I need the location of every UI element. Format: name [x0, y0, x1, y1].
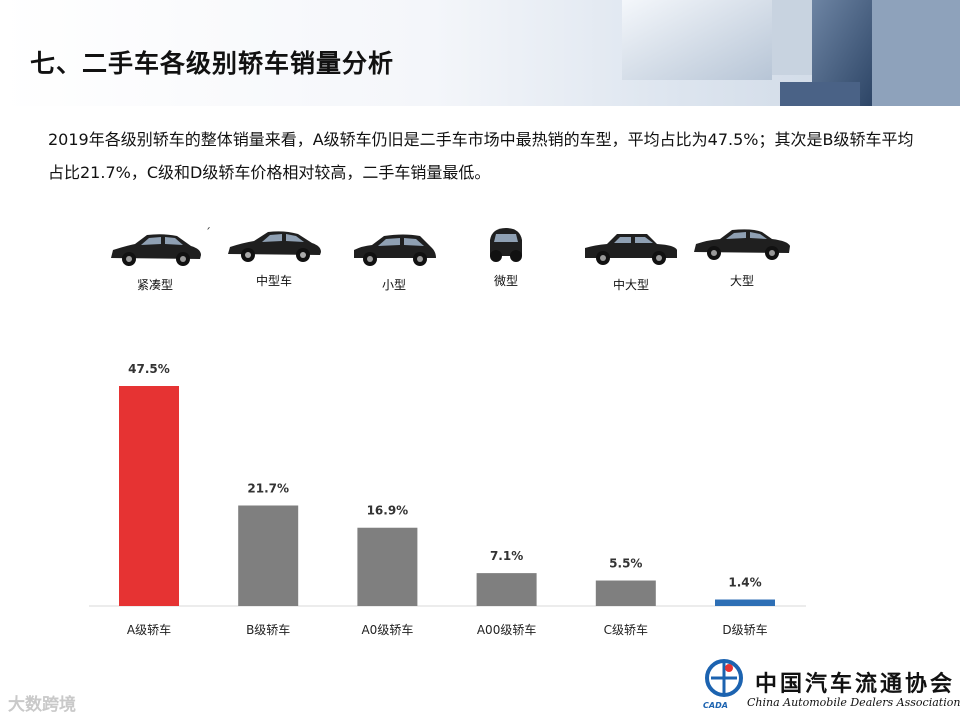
logo-english-name: China Automobile Dealers Association — [747, 696, 960, 709]
bar-value-label: 16.9% — [367, 504, 409, 518]
watermark: 大数跨境 — [8, 695, 76, 715]
car-type-full-size: 大型 — [682, 224, 802, 289]
category-label: A级轿车 — [127, 622, 171, 637]
car-type-midsize: 中型车 — [214, 224, 334, 289]
logo-chinese-name: 中国汽车流通协会 — [755, 671, 956, 697]
bar — [476, 573, 537, 606]
car-type-large: 中大型 — [571, 228, 691, 293]
bar — [715, 599, 775, 606]
full-size-sedan-icon — [694, 229, 790, 260]
compact-sedan-icon — [111, 234, 201, 266]
bar — [595, 580, 656, 606]
car-type-label: 大型 — [729, 274, 754, 288]
small-hatchback-icon — [354, 234, 436, 266]
category-label: D级轿车 — [722, 622, 767, 637]
bar — [357, 527, 418, 606]
category-label: A00级轿车 — [477, 622, 536, 637]
bar-value-label: 21.7% — [247, 481, 289, 495]
category-label: A0级轿车 — [361, 622, 413, 637]
cada-emblem-icon — [705, 659, 743, 697]
micro-car-icon — [490, 228, 522, 262]
bar-value-label: 1.4% — [728, 576, 761, 590]
category-label: C级轿车 — [604, 622, 648, 637]
car-type-compact: 紧凑型 — [95, 228, 215, 293]
car-type-label: 小型 — [381, 278, 406, 292]
cada-logo: CADA 中国汽车流通协会 China Automobile Dealers A… — [697, 654, 960, 716]
bar-value-label: 7.1% — [490, 549, 523, 563]
bar-value-label: 47.5% — [128, 362, 170, 376]
intro-paragraph: 2019年各级别轿车的整体销量来看，A级轿车仍旧是二手车市场中最热销的车型，平均… — [48, 130, 914, 182]
car-type-label: 微型 — [493, 274, 518, 288]
header-cubes-graphic — [622, 0, 960, 106]
car-type-label: 中型车 — [255, 274, 292, 288]
car-type-label: 紧凑型 — [136, 278, 173, 292]
car-type-label: 中大型 — [612, 278, 649, 292]
bar — [238, 505, 299, 606]
logo-abbreviation: CADA — [703, 701, 728, 710]
car-type-small: 小型 — [334, 228, 454, 293]
category-label: B级轿车 — [246, 622, 290, 637]
midsize-sedan-icon — [228, 231, 321, 262]
stray-mark: ˊ — [205, 226, 211, 240]
page-title: 七、二手车各级别轿车销量分析 — [30, 49, 395, 78]
bar — [119, 386, 179, 606]
bar-value-label: 5.5% — [609, 557, 642, 571]
car-type-micro: 微型 — [446, 224, 566, 289]
large-sedan-icon — [585, 234, 677, 265]
